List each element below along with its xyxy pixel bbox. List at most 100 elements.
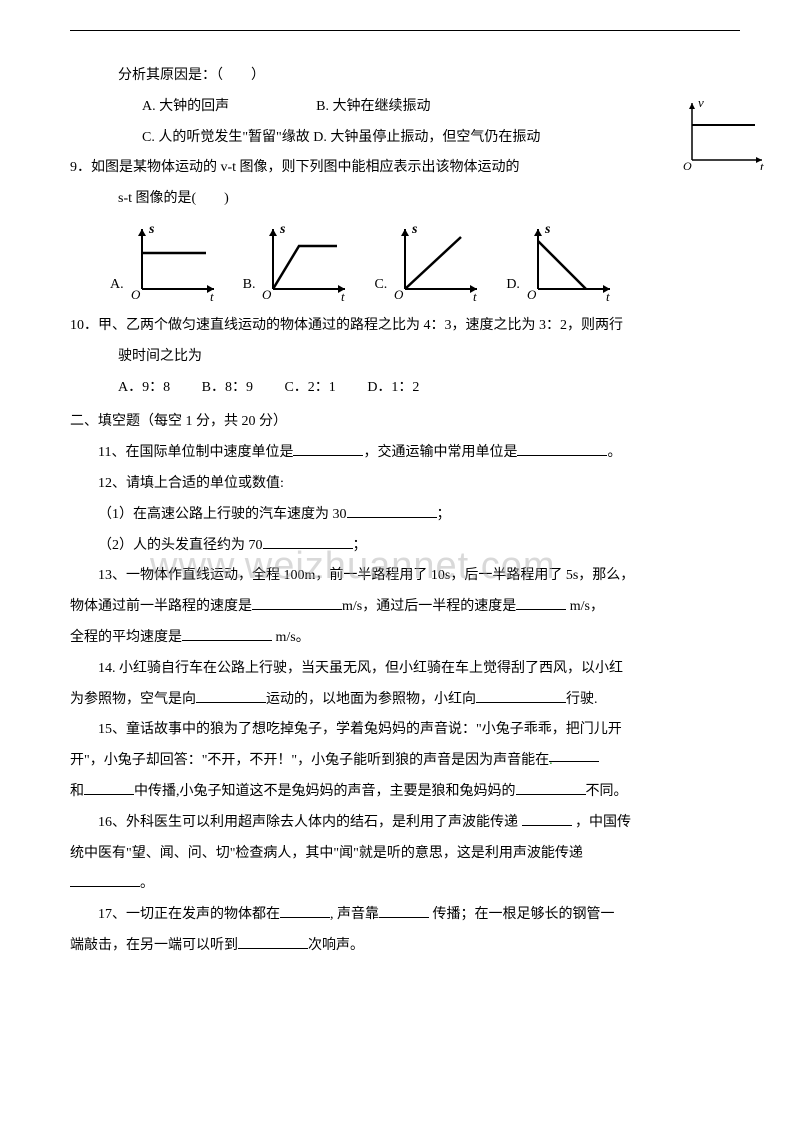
q13-line3: 全程的平均速度是 m/s。 <box>70 623 740 654</box>
blank-field[interactable] <box>238 934 308 949</box>
q13-f: m/s。 <box>272 630 310 645</box>
q12-part1: （1）在高速公路上行驶的汽车速度为 30 ； <box>70 500 740 531</box>
q10-optA: A．9：8 <box>118 373 170 404</box>
q15-line1: 15、童话故事中的狼为了想吃掉兔子，学着兔妈妈的声音说："小兔子乖乖，把门儿开 <box>70 715 740 746</box>
q17-line2: 端敲击，在另一端可以听到 次响声。 <box>70 931 740 962</box>
blank-field[interactable] <box>84 780 134 795</box>
svg-text:O: O <box>683 159 692 170</box>
blank-field[interactable] <box>280 903 330 918</box>
q15-line2: 开"，小兔子却回答："不开，不开！"，小兔子能听到狼的声音是因为声音能在. <box>70 746 740 777</box>
q12-2a: （2）人的头发直径约为 70 <box>98 538 263 553</box>
q16-b: ，中国传 <box>572 815 632 830</box>
q11-text-b: ，交通运输中常用单位是 <box>363 445 517 460</box>
green-dot-icon: . <box>549 753 553 768</box>
q13-line1: 13、一物体作直线运动，全程 100m，前一半路程用了 10s，后一半路程用了 … <box>70 561 740 592</box>
q12-stem: 12、请填上合适的单位或数值: <box>70 469 740 500</box>
q13-line2: 物体通过前一半路程的速度是 m/s，通过后一半程的速度是 m/s， <box>70 592 740 623</box>
q12-1b: ； <box>437 507 451 522</box>
q9-labelA: A. <box>110 270 124 301</box>
blank-field[interactable] <box>516 780 586 795</box>
graph-d-icon: s t O <box>524 221 619 301</box>
blank-field[interactable] <box>347 502 437 517</box>
svg-text:t: t <box>473 289 477 301</box>
q15-line3: 和 中传播,小兔子知道这不是兔妈妈的声音，主要是狼和兔妈妈的 不同。 <box>70 777 740 808</box>
section2-title: 二、填空题（每空 1 分，共 20 分） <box>70 407 740 438</box>
q9-graphD-item: D. s t O <box>506 221 619 301</box>
q8-optB: B. 大钟在继续振动 <box>316 99 430 114</box>
q13-b: 物体通过前一半路程的速度是 <box>70 599 252 614</box>
q12-1a: （1）在高速公路上行驶的汽车速度为 30 <box>98 507 347 522</box>
q12-part2: （2）人的头发直径约为 70 ； <box>70 531 740 562</box>
svg-text:s: s <box>544 222 551 237</box>
q8-analysis: 分析其原因是：（ ） <box>70 61 740 92</box>
q9-graphC-item: C. s t O <box>374 221 486 301</box>
q11-text-c: 。 <box>607 445 621 460</box>
q11: 11、在国际单位制中速度单位是 ，交通运输中常用单位是 。 <box>70 438 740 469</box>
blank-field[interactable] <box>196 687 266 702</box>
svg-text:s: s <box>148 222 155 237</box>
page-rule <box>70 30 740 31</box>
svg-text:s: s <box>411 222 418 237</box>
blank-field[interactable] <box>476 687 566 702</box>
q9-stem2: s-t 图像的是( ) <box>70 184 740 215</box>
vt-graph-svg: v t O <box>680 95 770 170</box>
q9-labelB: B. <box>243 270 256 301</box>
q15-e: 不同。 <box>586 784 628 799</box>
blank-field[interactable]: . <box>549 746 599 761</box>
q13-e: 全程的平均速度是 <box>70 630 182 645</box>
q17-d: 端敲击，在另一端可以听到 <box>70 938 238 953</box>
svg-text:t: t <box>606 289 610 301</box>
q9-labelC: C. <box>374 270 387 301</box>
q9-graphA-item: A. s t O <box>110 221 223 301</box>
q14-b: 为参照物，空气是向 <box>70 692 196 707</box>
q17-e: 次响声。 <box>308 938 364 953</box>
q17-c: 传播；在一根足够长的钢管一 <box>429 907 615 922</box>
svg-text:t: t <box>341 289 345 301</box>
q10-optD: D．1：2 <box>367 373 419 404</box>
blank-field[interactable] <box>516 595 566 610</box>
q15-c: 和 <box>70 784 84 799</box>
q10-stem2: 驶时间之比为 <box>70 342 740 373</box>
q14-d: 行驶. <box>566 692 598 707</box>
svg-text:O: O <box>131 287 141 301</box>
blank-field[interactable] <box>70 872 140 887</box>
q10-optC: C．2：1 <box>284 373 335 404</box>
svg-text:O: O <box>394 287 404 301</box>
q10-optB: B．8：9 <box>202 373 253 404</box>
blank-field[interactable] <box>252 595 342 610</box>
q15-b: 开"，小兔子却回答："不开，不开！"，小兔子能听到狼的声音是因为声音能在 <box>70 753 549 768</box>
q13-d: m/s， <box>566 599 604 614</box>
svg-text:v: v <box>698 95 704 110</box>
q15-d: 中传播,小兔子知道这不是兔妈妈的声音，主要是狼和兔妈妈的 <box>134 784 516 799</box>
q17-line1: 17、一切正在发声的物体都在, 声音靠 传播；在一根足够长的钢管一 <box>70 900 740 931</box>
blank-field[interactable] <box>379 903 429 918</box>
svg-text:t: t <box>760 159 764 170</box>
blank-field[interactable] <box>182 626 272 641</box>
graph-c-icon: s t O <box>391 221 486 301</box>
q9-stem1: 9．如图是某物体运动的 v-t 图像，则下列图中能相应表示出该物体运动的 <box>70 153 740 184</box>
graph-b-icon: s t O <box>259 221 354 301</box>
blank-field[interactable] <box>263 533 353 548</box>
q12-2b: ； <box>353 538 367 553</box>
q9-graphs: A. s t O B. s t O C. <box>70 221 740 301</box>
q16-a: 16、外科医生可以利用超声除去人体内的结石，是利用了声波能传递 <box>98 815 522 830</box>
svg-text:t: t <box>210 289 214 301</box>
q11-text-a: 11、在国际单位制中速度单位是 <box>98 445 293 460</box>
vt-graph: v t O <box>680 95 770 170</box>
svg-text:O: O <box>527 287 537 301</box>
blank-field[interactable] <box>522 810 572 825</box>
q8-opt-row2: C. 人的听觉发生"暂留"缘故 D. 大钟虽停止振动，但空气仍在振动 <box>70 123 740 154</box>
svg-text:O: O <box>262 287 272 301</box>
q10-stem1: 10．甲、乙两个做匀速直线运动的物体通过的路程之比为 4：3，速度之比为 3：2… <box>70 311 740 342</box>
q8-optA: A. 大钟的回声 <box>142 99 229 114</box>
q16-line3: 。 <box>70 869 740 900</box>
blank-field[interactable] <box>517 441 607 456</box>
q14-c: 运动的，以地面为参照物，小红向 <box>266 692 476 707</box>
q9-graphB-item: B. s t O <box>243 221 355 301</box>
q16-line1: 16、外科医生可以利用超声除去人体内的结石，是利用了声波能传递 ，中国传 <box>70 808 740 839</box>
q13-c: m/s，通过后一半程的速度是 <box>342 599 516 614</box>
q14-line1: 14. 小红骑自行车在公路上行驶，当天虽无风，但小红骑在车上觉得刮了西风，以小红 <box>70 654 740 685</box>
svg-text:s: s <box>279 222 286 237</box>
blank-field[interactable] <box>293 441 363 456</box>
q8-opt-row1: A. 大钟的回声 B. 大钟在继续振动 <box>70 92 740 123</box>
